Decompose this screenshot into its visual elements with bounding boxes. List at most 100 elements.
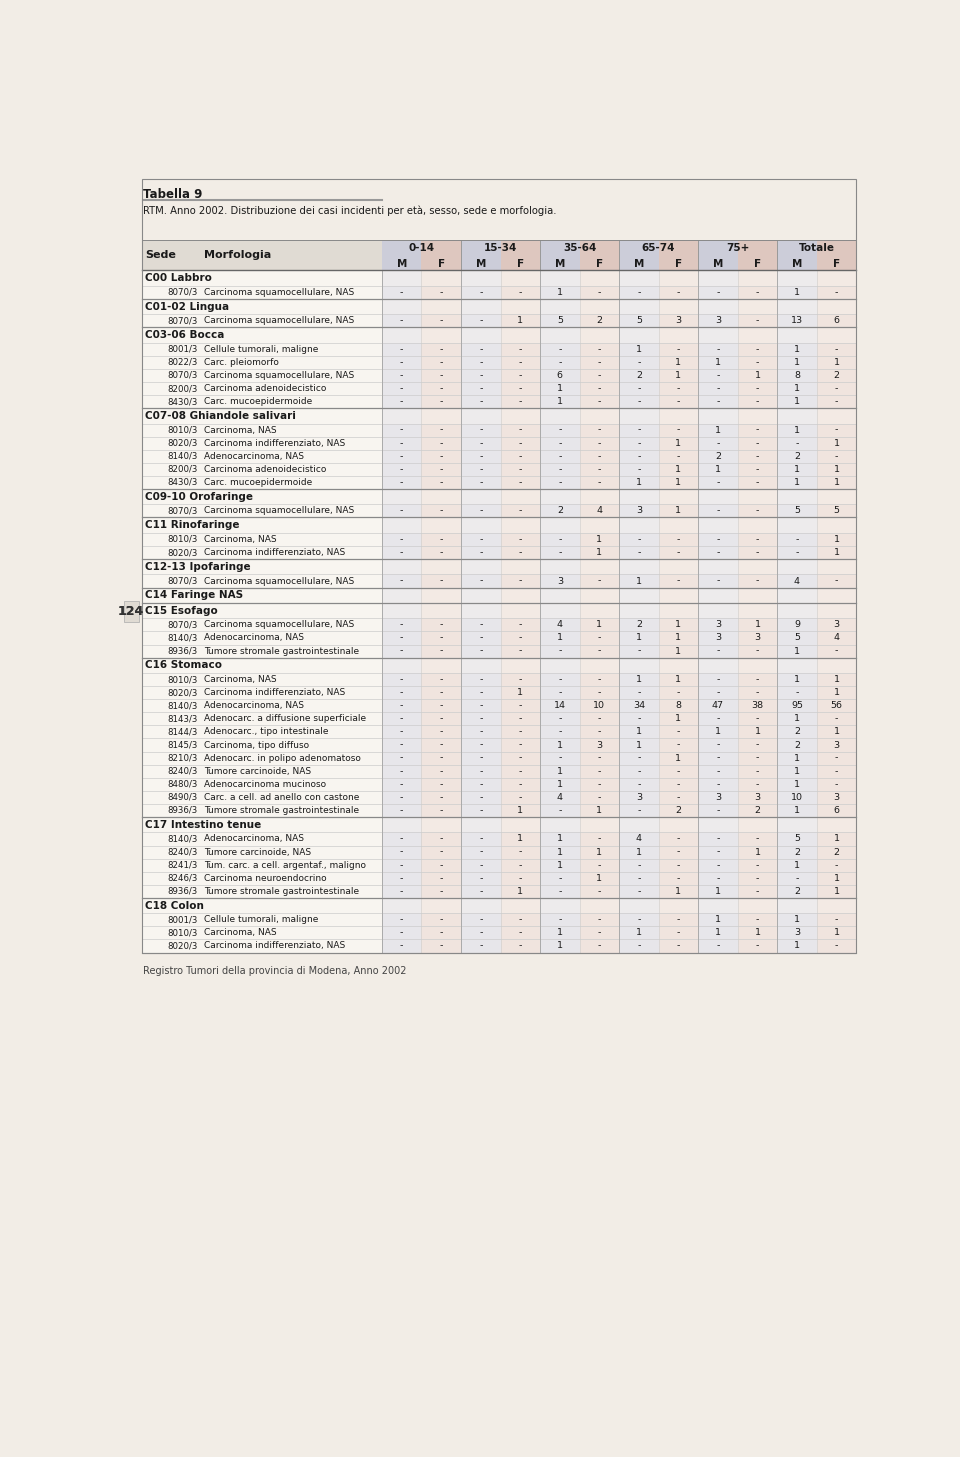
Bar	[698, 927, 737, 940]
Text: 1: 1	[755, 621, 760, 629]
Bar	[461, 286, 500, 299]
Text: -: -	[440, 675, 443, 685]
Bar	[142, 765, 856, 778]
Text: C15 Esofago: C15 Esofago	[145, 606, 218, 616]
Text: -: -	[479, 714, 483, 723]
Text: -: -	[637, 766, 640, 775]
Text: -: -	[479, 425, 483, 434]
Bar	[142, 271, 856, 286]
Bar	[619, 686, 659, 699]
Bar	[737, 559, 778, 574]
Text: -: -	[716, 779, 720, 788]
Bar	[698, 752, 737, 765]
Text: Cellule tumorali, maligne: Cellule tumorali, maligne	[204, 345, 319, 354]
Bar	[500, 765, 540, 778]
Bar	[540, 765, 580, 778]
Bar	[500, 533, 540, 546]
Bar	[698, 504, 737, 517]
Bar	[421, 424, 461, 437]
Text: -: -	[716, 835, 720, 844]
Text: 1: 1	[676, 439, 682, 447]
Bar	[737, 533, 778, 546]
Text: 5: 5	[794, 835, 800, 844]
Bar	[142, 832, 856, 845]
Bar	[500, 618, 540, 631]
Bar	[659, 832, 698, 845]
Bar	[540, 871, 580, 884]
Text: -: -	[518, 535, 522, 543]
Text: -: -	[677, 577, 680, 586]
Text: Carcinoma adenoidecistico: Carcinoma adenoidecistico	[204, 465, 326, 474]
Text: -: -	[518, 701, 522, 710]
Bar	[817, 437, 856, 450]
Bar	[778, 450, 817, 463]
Bar	[778, 299, 817, 315]
Bar	[698, 382, 737, 395]
Bar	[619, 858, 659, 871]
Text: 3: 3	[755, 793, 760, 801]
Bar	[778, 739, 817, 752]
Text: 2: 2	[833, 848, 839, 857]
Bar	[817, 271, 856, 286]
Text: C11 Rinofaringe: C11 Rinofaringe	[145, 520, 239, 530]
Bar	[500, 927, 540, 940]
Bar	[382, 533, 421, 546]
Text: -: -	[400, 398, 403, 407]
Text: -: -	[400, 887, 403, 896]
Text: 8246/3: 8246/3	[167, 874, 198, 883]
Text: -: -	[479, 465, 483, 474]
Text: -: -	[440, 385, 443, 393]
Bar	[540, 778, 580, 791]
Text: 1: 1	[636, 634, 642, 643]
Text: -: -	[637, 548, 640, 557]
Bar	[382, 286, 421, 299]
Bar	[737, 517, 778, 533]
Text: -: -	[677, 688, 680, 696]
Bar	[737, 631, 778, 644]
Bar	[461, 315, 500, 328]
Bar	[142, 686, 856, 699]
Text: Carcinoma indifferenziato, NAS: Carcinoma indifferenziato, NAS	[204, 688, 346, 696]
Bar	[540, 832, 580, 845]
Bar	[540, 342, 580, 356]
Bar	[817, 603, 856, 618]
Text: 1: 1	[636, 740, 642, 749]
Text: -: -	[518, 577, 522, 586]
Bar	[461, 517, 500, 533]
Text: -: -	[518, 507, 522, 516]
Text: -: -	[440, 688, 443, 696]
Bar	[737, 271, 778, 286]
Text: -: -	[518, 358, 522, 367]
Text: M: M	[396, 259, 407, 268]
Text: Carc. pleiomorfo: Carc. pleiomorfo	[204, 358, 279, 367]
Bar	[659, 804, 698, 817]
Text: -: -	[716, 874, 720, 883]
Text: 5: 5	[636, 316, 642, 325]
Text: Sede: Sede	[145, 251, 176, 259]
Bar	[698, 686, 737, 699]
Bar	[500, 686, 540, 699]
Text: -: -	[400, 779, 403, 788]
Text: C18 Colon: C18 Colon	[145, 900, 204, 911]
Text: -: -	[440, 887, 443, 896]
Bar	[659, 778, 698, 791]
Text: -: -	[756, 941, 759, 950]
Text: 1: 1	[794, 806, 800, 814]
Bar	[778, 328, 817, 342]
Bar	[580, 832, 619, 845]
Text: -: -	[440, 928, 443, 937]
Bar	[500, 898, 540, 914]
Text: -: -	[677, 345, 680, 354]
Bar	[421, 845, 461, 858]
Bar	[737, 914, 778, 927]
Bar	[698, 437, 737, 450]
Bar	[142, 356, 856, 369]
Bar	[461, 644, 500, 657]
Bar	[580, 914, 619, 927]
Bar	[500, 804, 540, 817]
Bar	[500, 286, 540, 299]
Text: -: -	[756, 647, 759, 656]
Text: 124: 124	[118, 605, 144, 618]
Text: M: M	[712, 259, 723, 268]
Text: -: -	[716, 548, 720, 557]
